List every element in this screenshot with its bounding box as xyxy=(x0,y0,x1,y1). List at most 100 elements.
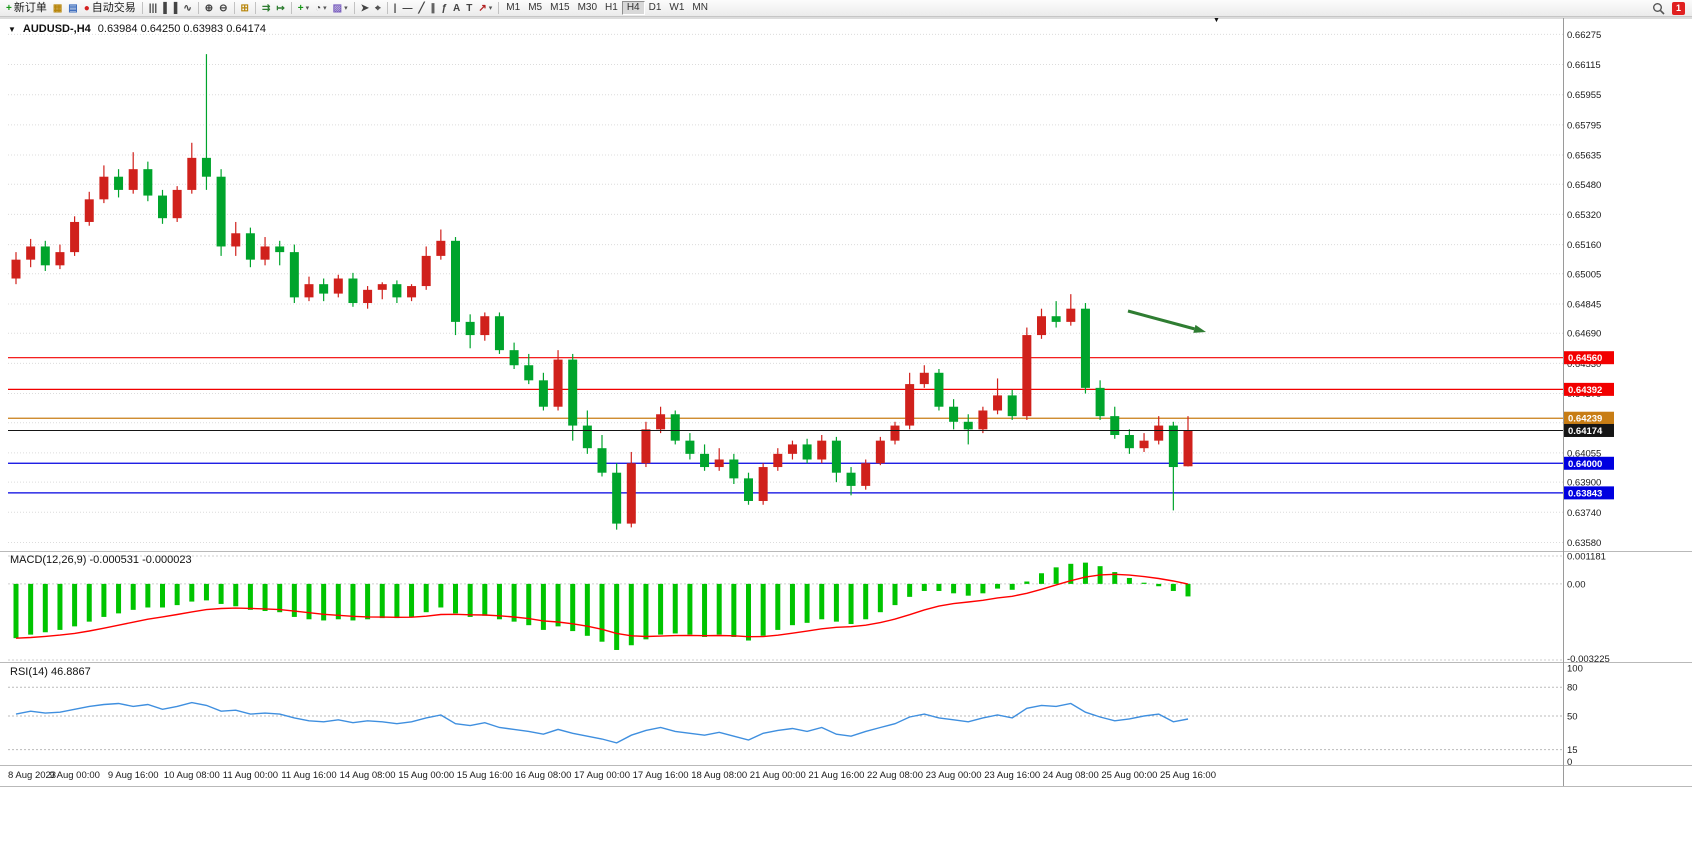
candle xyxy=(978,406,988,434)
macd-bar xyxy=(863,583,869,620)
timeframe-d1-button[interactable]: D1 xyxy=(648,2,662,13)
chart-menu-icon[interactable]: ▼ xyxy=(8,24,16,34)
rsi-line xyxy=(15,701,1189,744)
candle xyxy=(231,221,241,256)
macd-axis-label: 0.001181 xyxy=(1567,552,1606,563)
timeframe-m5-button[interactable]: M5 xyxy=(528,2,543,13)
horizontal-line-icon: — xyxy=(402,2,413,14)
candle xyxy=(787,440,797,460)
macd-bar xyxy=(174,583,180,606)
crosshair-button[interactable]: ⌖ xyxy=(372,1,384,16)
macd-bar xyxy=(1053,567,1059,584)
trend-arrow[interactable] xyxy=(1127,309,1195,331)
candle xyxy=(538,372,548,411)
arrows-button[interactable]: ↗ ▾ xyxy=(475,1,495,16)
macd-bar xyxy=(321,583,327,621)
candle xyxy=(802,438,812,464)
timeframe-w1-button[interactable]: W1 xyxy=(669,2,685,13)
candle xyxy=(392,280,402,304)
macd-bar xyxy=(277,583,283,613)
tile-windows-button[interactable]: ⊞ xyxy=(238,1,252,16)
svg-text:0.64560: 0.64560 xyxy=(1568,353,1602,364)
rsi-axis-label: 15 xyxy=(1567,745,1578,756)
trendline-button[interactable]: ╱ xyxy=(415,1,427,16)
price-axis-label: 0.64690 xyxy=(1567,329,1601,340)
macd-bar xyxy=(350,583,356,621)
candle xyxy=(1051,301,1061,328)
toolbar-separator xyxy=(386,2,388,14)
timeframe-h4-button[interactable]: H4 xyxy=(621,1,645,15)
navigator-button[interactable]: ▤ xyxy=(65,1,80,16)
timeframe-m1-button[interactable]: M1 xyxy=(506,2,521,13)
time-axis-label: 25 Aug 16:00 xyxy=(1160,770,1216,781)
zoom-out-icon: ⊖ xyxy=(219,2,228,14)
dropdown-caret-icon: ▾ xyxy=(323,5,327,12)
price-axis-label: 0.63740 xyxy=(1567,508,1601,519)
time-axis-label: 23 Aug 00:00 xyxy=(926,770,982,781)
candle xyxy=(685,433,695,460)
label-button[interactable]: T xyxy=(463,1,475,16)
fibonacci-button[interactable]: ƒ xyxy=(438,1,450,16)
templates-button[interactable]: ▨ ▾ xyxy=(330,1,351,16)
candle xyxy=(11,252,21,285)
candle xyxy=(568,353,578,441)
periods-button[interactable]: ◔ ▾ xyxy=(312,1,330,16)
timeframe-m30-button[interactable]: M30 xyxy=(577,2,598,13)
auto-scroll-button[interactable]: ⇉ xyxy=(259,1,273,16)
svg-text:0.64174: 0.64174 xyxy=(1568,426,1603,437)
channel-button[interactable]: ∥ xyxy=(427,1,438,16)
timeframe-mn-button[interactable]: MN xyxy=(692,2,708,13)
chart-shift-button[interactable]: ↦ xyxy=(273,1,287,16)
dropdown-caret-icon: ▾ xyxy=(488,5,493,12)
toolbar-overflow-arrow[interactable]: ▼ xyxy=(1213,17,1220,24)
auto-trading-button-label: 自动交易 xyxy=(91,1,136,14)
macd-signal-line xyxy=(15,573,1189,639)
candle xyxy=(245,227,255,268)
macd-bar xyxy=(57,583,63,630)
bar-chart-button[interactable]: ||| xyxy=(146,1,160,16)
candle xyxy=(1007,389,1017,420)
macd-bar xyxy=(13,583,19,639)
macd-bar xyxy=(965,583,971,596)
timeframe-m15-button[interactable]: M15 xyxy=(550,2,570,13)
candle xyxy=(890,421,900,445)
cursor-button[interactable]: ➤ xyxy=(358,1,372,16)
price-axis-label: 0.66115 xyxy=(1567,60,1601,71)
candle xyxy=(729,453,739,485)
new-order-button-label: 新订单 xyxy=(13,1,47,14)
candle xyxy=(70,216,80,256)
notification-badge[interactable]: 1 xyxy=(1672,1,1685,15)
tile-windows-icon: ⊞ xyxy=(240,2,249,14)
macd-bar xyxy=(511,583,517,622)
zoom-out-button[interactable]: ⊖ xyxy=(216,1,230,16)
vertical-line-button[interactable]: | xyxy=(391,1,400,16)
candle xyxy=(670,410,680,445)
macd-bar xyxy=(614,583,620,650)
price-tag-0.64000: 0.64000 xyxy=(1564,456,1614,470)
timeframe-h1-button[interactable]: H1 xyxy=(605,2,618,13)
macd-bar xyxy=(365,583,371,620)
indicators-button[interactable]: + ▾ xyxy=(295,1,312,16)
rsi-value: 46.8867 xyxy=(50,666,91,678)
candle xyxy=(1037,308,1046,339)
price-axis-label: 0.65160 xyxy=(1567,240,1601,251)
new-order-button[interactable]: + 新订单 xyxy=(3,1,50,16)
auto-trading-button[interactable]: ● 自动交易 xyxy=(81,1,139,16)
toolbar-separator xyxy=(254,2,256,14)
fibonacci-icon: ƒ xyxy=(441,2,448,14)
search-button[interactable] xyxy=(1649,1,1668,16)
horizontal-line-button[interactable]: — xyxy=(399,1,415,16)
macd-bar xyxy=(291,583,297,617)
candlestick-chart-button[interactable]: ▌▐ xyxy=(160,1,180,16)
price-axis-label: 0.63900 xyxy=(1567,478,1601,489)
text-button[interactable]: A xyxy=(450,1,463,16)
macd-bar xyxy=(687,583,693,635)
line-chart-button[interactable]: ∿ xyxy=(180,1,194,16)
macd-bar xyxy=(101,583,107,617)
candle xyxy=(1110,406,1120,439)
market-watch-button[interactable]: ▦ xyxy=(50,1,65,16)
line-chart-icon: ∿ xyxy=(183,2,192,14)
zoom-in-button[interactable]: ⊕ xyxy=(202,1,216,16)
macd-bar xyxy=(980,583,986,594)
